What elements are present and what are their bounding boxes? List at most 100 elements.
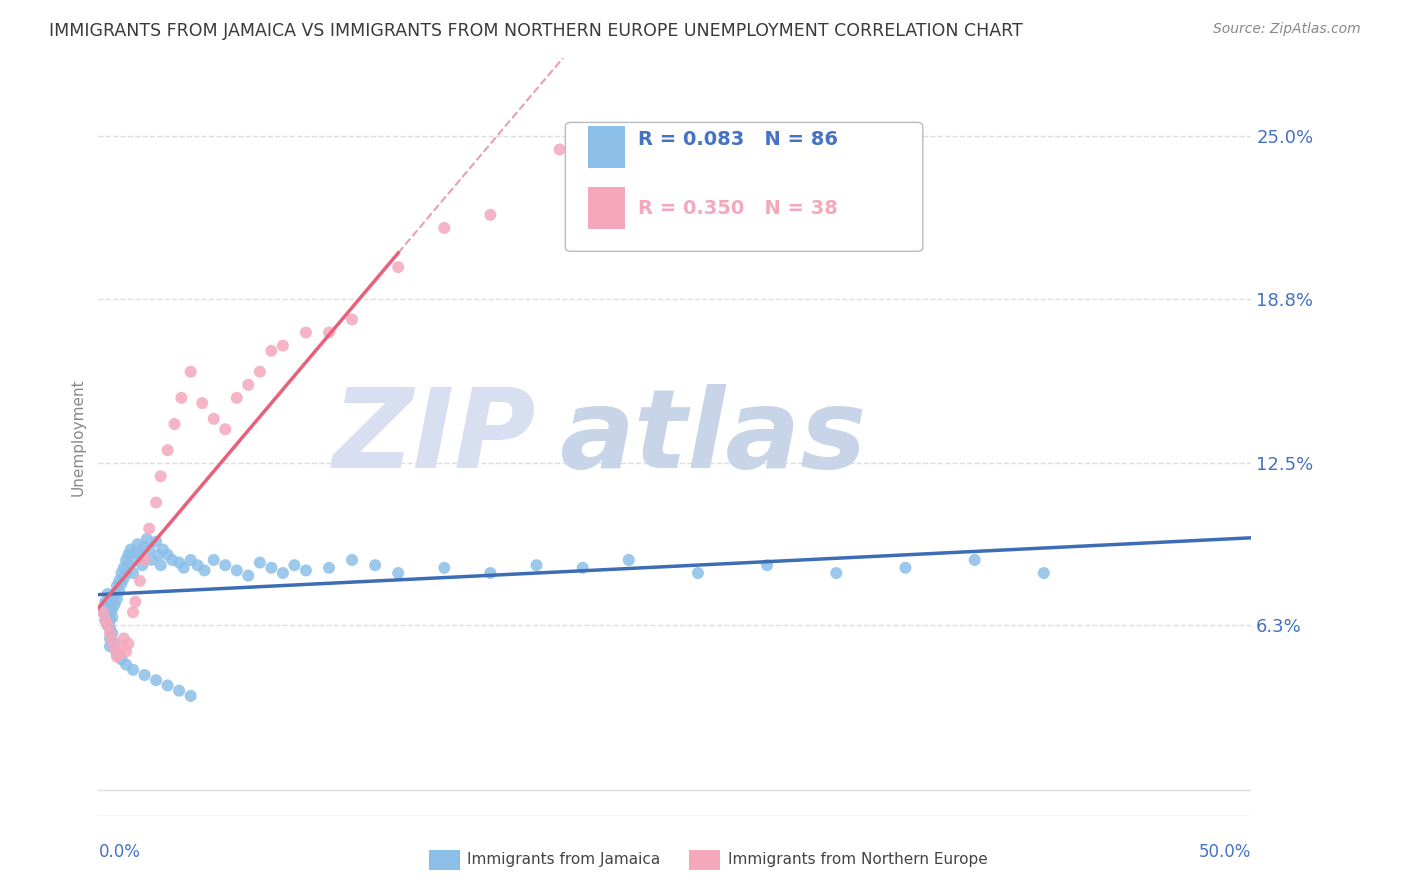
Point bbox=[260, 561, 283, 575]
Point bbox=[152, 542, 174, 557]
Point bbox=[387, 260, 409, 274]
Point bbox=[433, 221, 456, 235]
Point bbox=[149, 469, 172, 483]
Point bbox=[94, 613, 117, 627]
Point bbox=[180, 553, 202, 567]
Point bbox=[387, 566, 409, 580]
Point bbox=[295, 563, 318, 577]
Point bbox=[479, 208, 502, 222]
Point bbox=[364, 558, 387, 573]
Point bbox=[117, 558, 139, 573]
Point bbox=[225, 563, 247, 577]
Point bbox=[283, 558, 305, 573]
Point bbox=[756, 558, 779, 573]
Point bbox=[124, 595, 146, 609]
Point bbox=[156, 548, 179, 562]
Point bbox=[112, 571, 135, 585]
Point bbox=[156, 678, 179, 692]
Point bbox=[101, 626, 124, 640]
Point bbox=[138, 522, 160, 536]
Point bbox=[101, 634, 124, 648]
Point bbox=[101, 592, 124, 607]
Point bbox=[686, 566, 709, 580]
Point bbox=[187, 558, 209, 573]
Point bbox=[340, 312, 363, 326]
Point bbox=[103, 598, 125, 612]
Point bbox=[156, 443, 179, 458]
Point bbox=[135, 532, 157, 546]
Point bbox=[131, 558, 153, 573]
Point bbox=[103, 641, 125, 656]
Point bbox=[105, 647, 128, 661]
Point bbox=[526, 558, 548, 573]
Point bbox=[110, 576, 132, 591]
Point bbox=[112, 632, 135, 646]
Point bbox=[129, 548, 152, 562]
Point bbox=[238, 377, 260, 392]
Point bbox=[97, 618, 120, 632]
Point bbox=[110, 652, 132, 666]
Point bbox=[98, 626, 121, 640]
Point bbox=[214, 422, 236, 436]
Point bbox=[98, 639, 121, 653]
Point bbox=[134, 668, 156, 682]
Point bbox=[433, 561, 456, 575]
Text: IMMIGRANTS FROM JAMAICA VS IMMIGRANTS FROM NORTHERN EUROPE UNEMPLOYMENT CORRELAT: IMMIGRANTS FROM JAMAICA VS IMMIGRANTS FR… bbox=[49, 22, 1024, 40]
Point bbox=[122, 553, 145, 567]
Point bbox=[249, 365, 271, 379]
Point bbox=[145, 495, 167, 509]
Point bbox=[167, 556, 190, 570]
Point bbox=[122, 566, 145, 580]
Point bbox=[97, 587, 120, 601]
Point bbox=[108, 647, 131, 661]
Point bbox=[963, 553, 986, 567]
FancyBboxPatch shape bbox=[589, 186, 626, 228]
Point bbox=[108, 574, 131, 588]
Point bbox=[238, 568, 260, 582]
Point bbox=[98, 632, 121, 646]
Point bbox=[98, 613, 121, 627]
Point bbox=[115, 566, 138, 580]
Point bbox=[214, 558, 236, 573]
Point bbox=[1032, 566, 1054, 580]
Point bbox=[249, 556, 271, 570]
Point bbox=[94, 613, 117, 627]
Point bbox=[134, 553, 156, 567]
Point bbox=[98, 621, 121, 635]
Text: Immigrants from Jamaica: Immigrants from Jamaica bbox=[467, 853, 659, 867]
Y-axis label: Unemployment: Unemployment bbox=[70, 378, 86, 496]
Point bbox=[170, 391, 193, 405]
Point bbox=[180, 689, 202, 703]
Point bbox=[101, 602, 124, 616]
Point bbox=[115, 553, 138, 567]
Point bbox=[148, 548, 170, 562]
Point bbox=[105, 592, 128, 607]
Point bbox=[115, 644, 138, 658]
Point bbox=[91, 605, 114, 619]
Point bbox=[145, 534, 167, 549]
Point bbox=[191, 396, 214, 410]
Point bbox=[260, 343, 283, 358]
Point bbox=[98, 605, 121, 619]
Point bbox=[122, 663, 145, 677]
Point bbox=[180, 365, 202, 379]
Point bbox=[117, 548, 139, 562]
Point bbox=[115, 657, 138, 672]
Point bbox=[110, 639, 132, 653]
Point bbox=[94, 595, 117, 609]
Text: Source: ZipAtlas.com: Source: ZipAtlas.com bbox=[1213, 22, 1361, 37]
Point bbox=[571, 561, 593, 575]
Text: ZIP: ZIP bbox=[333, 384, 537, 491]
Point bbox=[825, 566, 848, 580]
Point bbox=[97, 600, 120, 615]
Point bbox=[894, 561, 917, 575]
Point bbox=[160, 553, 183, 567]
Text: 0.0%: 0.0% bbox=[98, 843, 141, 861]
Point bbox=[103, 587, 125, 601]
Point bbox=[134, 540, 156, 554]
Point bbox=[91, 605, 114, 619]
Point bbox=[105, 579, 128, 593]
Point bbox=[103, 637, 125, 651]
Text: R = 0.083   N = 86: R = 0.083 N = 86 bbox=[638, 130, 838, 149]
Point bbox=[318, 326, 340, 340]
